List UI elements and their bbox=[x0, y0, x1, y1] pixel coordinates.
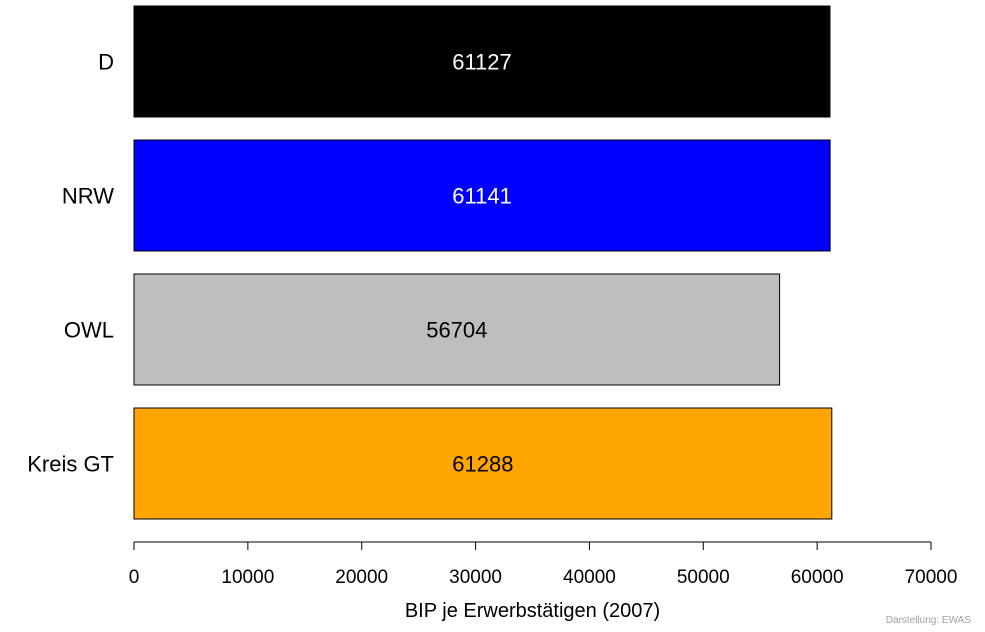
x-tick-label: 70000 bbox=[905, 567, 958, 588]
x-tick-label: 20000 bbox=[335, 567, 388, 588]
bar-owl bbox=[133, 273, 781, 386]
value-labels: 61127 61141 56704 61288 bbox=[426, 50, 513, 477]
category-label-nrw: NRW bbox=[62, 184, 114, 209]
bar-kreis-gt bbox=[133, 407, 833, 520]
x-tick-label: 40000 bbox=[563, 567, 616, 588]
x-axis: 0 10000 20000 30000 40000 50000 60000 70000 bbox=[129, 541, 958, 588]
bar-nrw bbox=[133, 139, 831, 252]
x-axis-title: BIP je Erwerbstätigen (2007) bbox=[405, 600, 660, 622]
category-label-owl: OWL bbox=[64, 318, 114, 343]
bar-d bbox=[133, 5, 831, 118]
credit-note: Darstellung: EWAS bbox=[885, 615, 971, 626]
bars-group bbox=[133, 5, 833, 520]
value-label-owl: 56704 bbox=[426, 318, 487, 343]
value-label-nrw: 61141 bbox=[452, 184, 512, 209]
x-tick-label: 10000 bbox=[221, 567, 274, 588]
x-tick-label: 0 bbox=[129, 567, 140, 588]
x-tick-label: 50000 bbox=[677, 567, 730, 588]
x-tick-label: 30000 bbox=[449, 567, 502, 588]
category-labels: D NRW OWL Kreis GT bbox=[27, 50, 114, 477]
category-label-d: D bbox=[98, 50, 114, 75]
value-label-kreis-gt: 61288 bbox=[452, 452, 513, 477]
category-label-kreis-gt: Kreis GT bbox=[27, 452, 114, 477]
x-tick-label: 60000 bbox=[791, 567, 844, 588]
value-label-d: 61127 bbox=[452, 50, 512, 75]
